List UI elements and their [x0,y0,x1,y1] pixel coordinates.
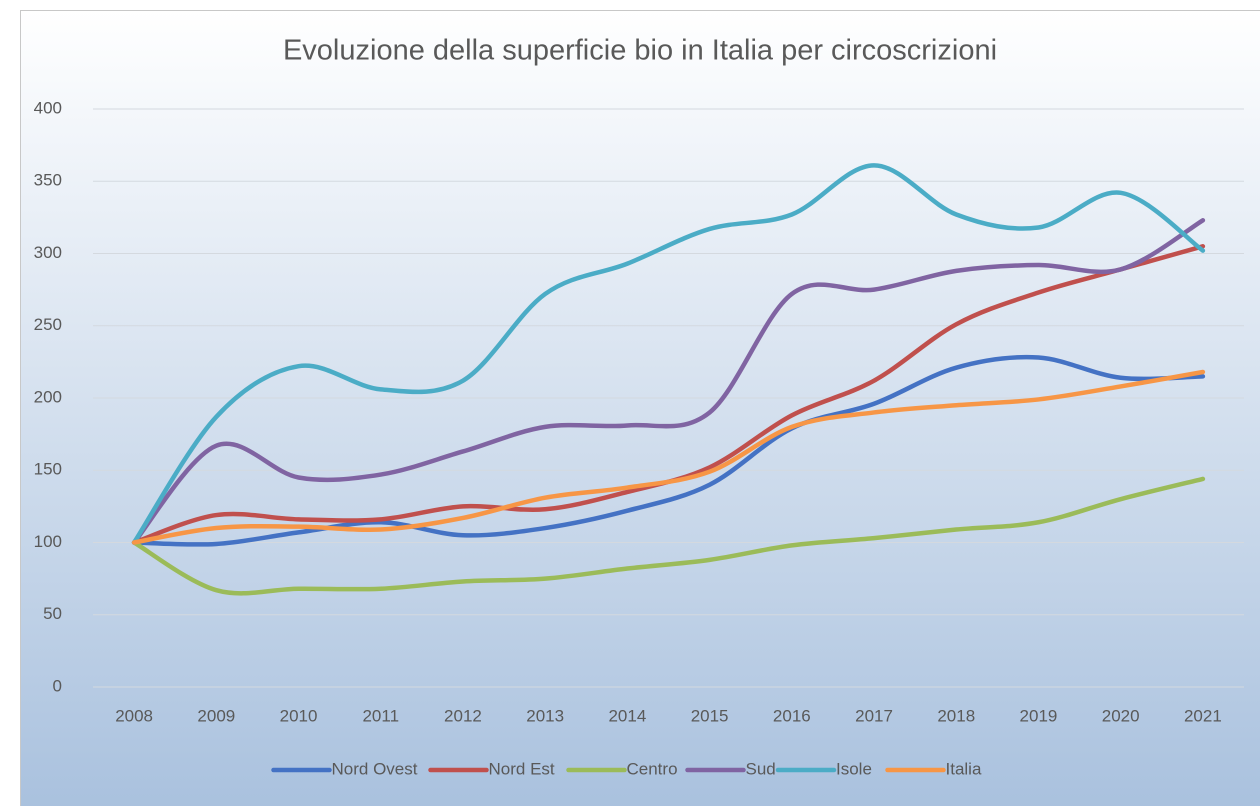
x-tick-label: 2013 [526,706,564,725]
y-tick-label: 350 [34,171,62,190]
y-tick-label: 250 [34,315,62,334]
x-tick-label: 2015 [691,706,729,725]
x-tick-label: 2016 [773,706,811,725]
x-tick-label: 2021 [1184,706,1222,725]
legend-label: Centro [627,759,678,778]
y-tick-label: 200 [34,387,62,406]
y-tick-label: 0 [53,676,62,695]
series-line [131,163,1206,545]
y-tick-label: 50 [43,604,62,623]
chart-title: Evoluzione della superficie bio in Itali… [283,35,997,67]
y-tick-label: 400 [34,98,62,117]
series-line [131,354,1206,547]
y-tick-label: 300 [34,243,62,262]
series-line [131,369,1206,545]
x-tick-label: 2010 [280,706,318,725]
x-tick-label: 2012 [444,706,482,725]
y-tick-label: 150 [34,460,62,479]
x-tick-label: 2009 [197,706,235,725]
legend-label: Nord Est [489,759,555,778]
x-tick-label: 2019 [1020,706,1058,725]
x-tick-label: 2020 [1102,706,1140,725]
x-tick-label: 2014 [608,706,646,725]
series-line [131,476,1206,596]
legend-label: Isole [836,759,872,778]
x-tick-label: 2017 [855,706,893,725]
x-tick-label: 2011 [362,706,399,725]
x-tick-label: 2008 [115,706,153,725]
series-line [131,218,1206,545]
legend-label: Italia [946,759,982,778]
legend-label: Sud [746,759,776,778]
x-tick-label: 2018 [937,706,975,725]
y-tick-label: 100 [34,532,62,551]
legend-label: Nord Ovest [332,759,418,778]
